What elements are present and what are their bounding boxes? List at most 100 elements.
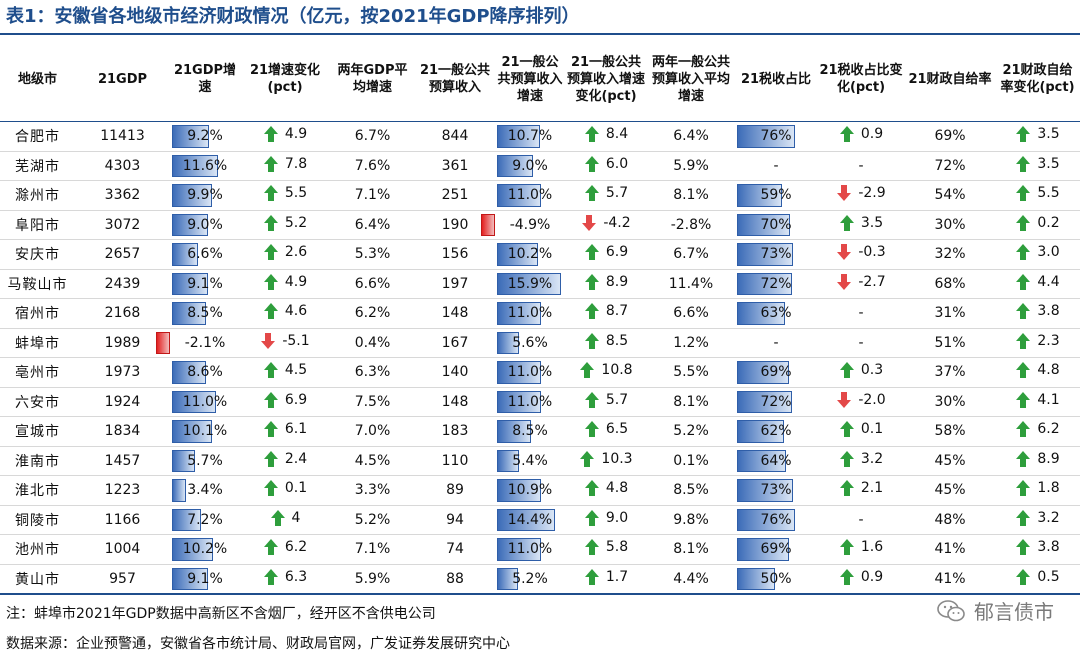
negative-value-bar	[481, 213, 495, 236]
tax-ratio-cell: 70%	[735, 210, 817, 240]
revenue-growth-change-cell: 10.3	[565, 446, 647, 476]
gdp-cell: 1834	[75, 416, 170, 447]
arrow-up-icon	[1015, 509, 1031, 527]
tax-ratio-change-cell: -2.9	[817, 180, 905, 211]
self-sufficiency-cell: 32%	[905, 239, 995, 270]
arrow-up-icon	[263, 420, 279, 438]
tax-ratio-change-cell-value: 3.2	[860, 450, 884, 467]
revenue-growth-cell-value: 11.0%	[507, 305, 553, 322]
revenue-growth-change-cell-value: 5.8	[605, 539, 629, 556]
tax-ratio-change-cell: 2.1	[817, 475, 905, 506]
tax-ratio-change-cell-value: -2.7	[858, 273, 886, 290]
tax-ratio-change-cell-value: -2.9	[858, 185, 886, 202]
self-sufficiency-change-cell-value: 3.0	[1037, 244, 1060, 261]
tax-ratio-change-cell-value: 0.3	[860, 362, 884, 379]
arrow-up-icon	[1015, 538, 1031, 556]
table-row: 阜阳市 3072 9.0% 5.2 6.4% 190 -4.9% -4.2 -2.8% 70% 3.…	[0, 210, 1080, 240]
gdp-growth-change-cell: 6.3	[240, 564, 330, 595]
arrow-up-icon	[1015, 125, 1031, 143]
gdp-avg-growth-cell: 7.6%	[330, 151, 415, 181]
city-name: 淮北市	[0, 475, 75, 506]
tax-ratio-cell-value: 50%	[760, 570, 792, 587]
revenue-avg-growth-cell: 8.5%	[647, 475, 735, 506]
gdp-avg-growth-cell: 6.2%	[330, 298, 415, 329]
revenue-growth-change-cell-value: 8.5	[605, 332, 629, 349]
value-bar	[737, 125, 795, 148]
tax-ratio-cell: 50%	[735, 564, 817, 595]
self-sufficiency-cell: 72%	[905, 151, 995, 181]
arrow-down-icon	[581, 214, 597, 232]
table-title: 表1：安徽省各地级市经济财政情况（亿元，按2021年GDP降序排列）	[6, 6, 580, 27]
gdp-growth-cell: 6.6%	[170, 239, 240, 270]
arrow-up-icon	[839, 538, 855, 556]
revenue-cell: 156	[415, 239, 495, 270]
self-sufficiency-change-cell-value: 3.2	[1037, 509, 1060, 526]
tax-ratio-cell: -	[735, 151, 817, 181]
revenue-growth-cell: 11.0%	[495, 180, 565, 211]
tax-ratio-cell: 76%	[735, 505, 817, 535]
table-row: 六安市 1924 11.0% 6.9 7.5% 148 11.0% 5.7 8.1% 72% -2.…	[0, 387, 1080, 417]
title-divider	[0, 33, 1080, 35]
gdp-growth-cell: 3.4%	[170, 475, 240, 506]
gdp-growth-change-cell: 5.5	[240, 180, 330, 211]
tax-ratio-change-cell: -	[817, 328, 905, 358]
arrow-up-icon	[584, 420, 600, 438]
revenue-growth-change-cell-value: 10.8	[601, 362, 633, 379]
value-bar	[172, 302, 206, 325]
gdp-avg-growth-cell: 7.1%	[330, 534, 415, 565]
tax-ratio-change-cell: -2.7	[817, 269, 905, 299]
arrow-up-icon	[1015, 450, 1031, 468]
arrow-up-icon	[1015, 391, 1031, 409]
self-sufficiency-change-cell-value: 4.4	[1037, 273, 1060, 290]
gdp-cell: 2168	[75, 298, 170, 329]
header-cell: 21GDP	[75, 37, 170, 122]
value-bar	[497, 361, 541, 384]
tax-ratio-cell: 72%	[735, 387, 817, 417]
table-row: 马鞍山市 2439 9.1% 4.9 6.6% 197 15.9% 8.9 11.4% 72% -2…	[0, 269, 1080, 299]
arrow-up-icon	[1015, 184, 1031, 202]
self-sufficiency-change-cell-value: 0.5	[1037, 568, 1060, 585]
tax-ratio-cell-value: 69%	[760, 541, 792, 558]
revenue-growth-change-cell-value: 9.0	[605, 509, 629, 526]
value-bar	[497, 184, 541, 207]
gdp-growth-change-cell-value: 5.2	[284, 214, 308, 231]
header-cell: 地级市	[0, 37, 75, 122]
self-sufficiency-cell: 30%	[905, 210, 995, 240]
gdp-avg-growth-cell: 0.4%	[330, 328, 415, 358]
gdp-growth-cell-value: 6.6%	[187, 246, 223, 263]
self-sufficiency-cell: 37%	[905, 357, 995, 388]
gdp-avg-growth-cell: 6.4%	[330, 210, 415, 240]
self-sufficiency-change-cell: 4.4	[995, 269, 1080, 299]
footnote: 注：蚌埠市2021年GDP数据中高新区不含烟厂，经开区不含供电公司	[6, 606, 436, 622]
revenue-growth-change-cell-value: 5.7	[605, 185, 629, 202]
table-row: 蚌埠市 1989 -2.1% -5.1 0.4% 167 5.6% 8.5 1.2% - - 51% 2…	[0, 328, 1080, 358]
gdp-growth-change-cell-value: 6.1	[284, 421, 308, 438]
revenue-growth-cell: -4.9%	[481, 210, 565, 240]
table-row: 淮南市 1457 5.7% 2.4 4.5% 110 5.4% 10.3 0.1% 64% 3.2 4…	[0, 446, 1080, 476]
gdp-growth-change-cell: 4	[240, 505, 330, 535]
self-sufficiency-change-cell-value: 4.1	[1037, 391, 1060, 408]
gdp-avg-growth-cell: 6.3%	[330, 357, 415, 388]
revenue-growth-change-cell-value: 6.9	[605, 244, 629, 261]
gdp-growth-change-cell: 4.6	[240, 298, 330, 329]
gdp-cell: 1223	[75, 475, 170, 506]
tax-ratio-cell-value: 72%	[760, 275, 792, 292]
value-bar	[737, 361, 790, 384]
tax-ratio-cell-value: 64%	[760, 452, 792, 469]
tax-ratio-change-cell-value: 0.1	[860, 421, 884, 438]
gdp-avg-growth-cell: 5.9%	[330, 564, 415, 595]
revenue-growth-cell: 10.7%	[495, 121, 565, 152]
value-bar	[172, 567, 209, 590]
value-bar	[172, 449, 195, 472]
city-name: 黄山市	[0, 564, 75, 595]
value-bar	[497, 420, 531, 443]
gdp-avg-growth-cell: 4.5%	[330, 446, 415, 476]
gdp-growth-cell-value: 9.1%	[187, 275, 223, 292]
tax-ratio-cell: 73%	[735, 239, 817, 270]
value-bar	[737, 420, 785, 443]
gdp-cell: 3072	[75, 210, 170, 240]
revenue-avg-growth-cell: 8.1%	[647, 180, 735, 211]
city-name: 铜陵市	[0, 505, 75, 535]
tax-ratio-change-cell-value: 0.9	[860, 126, 884, 143]
gdp-growth-cell-value: 7.2%	[187, 511, 223, 528]
